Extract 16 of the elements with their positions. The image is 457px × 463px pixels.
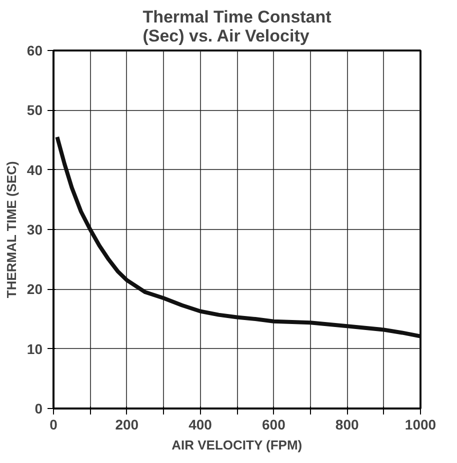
chart-title: Thermal Time Constant (Sec) vs. Air Velocity	[142, 8, 332, 46]
y-tick-label: 10	[26, 340, 43, 357]
x-axis-title: AIR VELOCITY (FPM)	[172, 438, 302, 452]
y-tick-label: 30	[26, 222, 43, 238]
y-tick-label: 0	[34, 400, 43, 416]
y-tick-label: 20	[26, 281, 43, 298]
y-tick-label: 50	[26, 102, 43, 118]
x-tick-label: 800	[335, 416, 359, 432]
x-tick-label: 1000	[404, 416, 436, 432]
x-tick-label: 0	[50, 416, 58, 432]
x-tick-label: 400	[188, 416, 212, 432]
y-axis-title: THERMAL TIME (SEC)	[4, 161, 19, 298]
y-tick-label: 40	[26, 162, 43, 178]
y-tick-label: 60	[26, 42, 43, 58]
x-tick-label: 200	[115, 416, 139, 432]
x-tick-label: 600	[262, 416, 286, 432]
